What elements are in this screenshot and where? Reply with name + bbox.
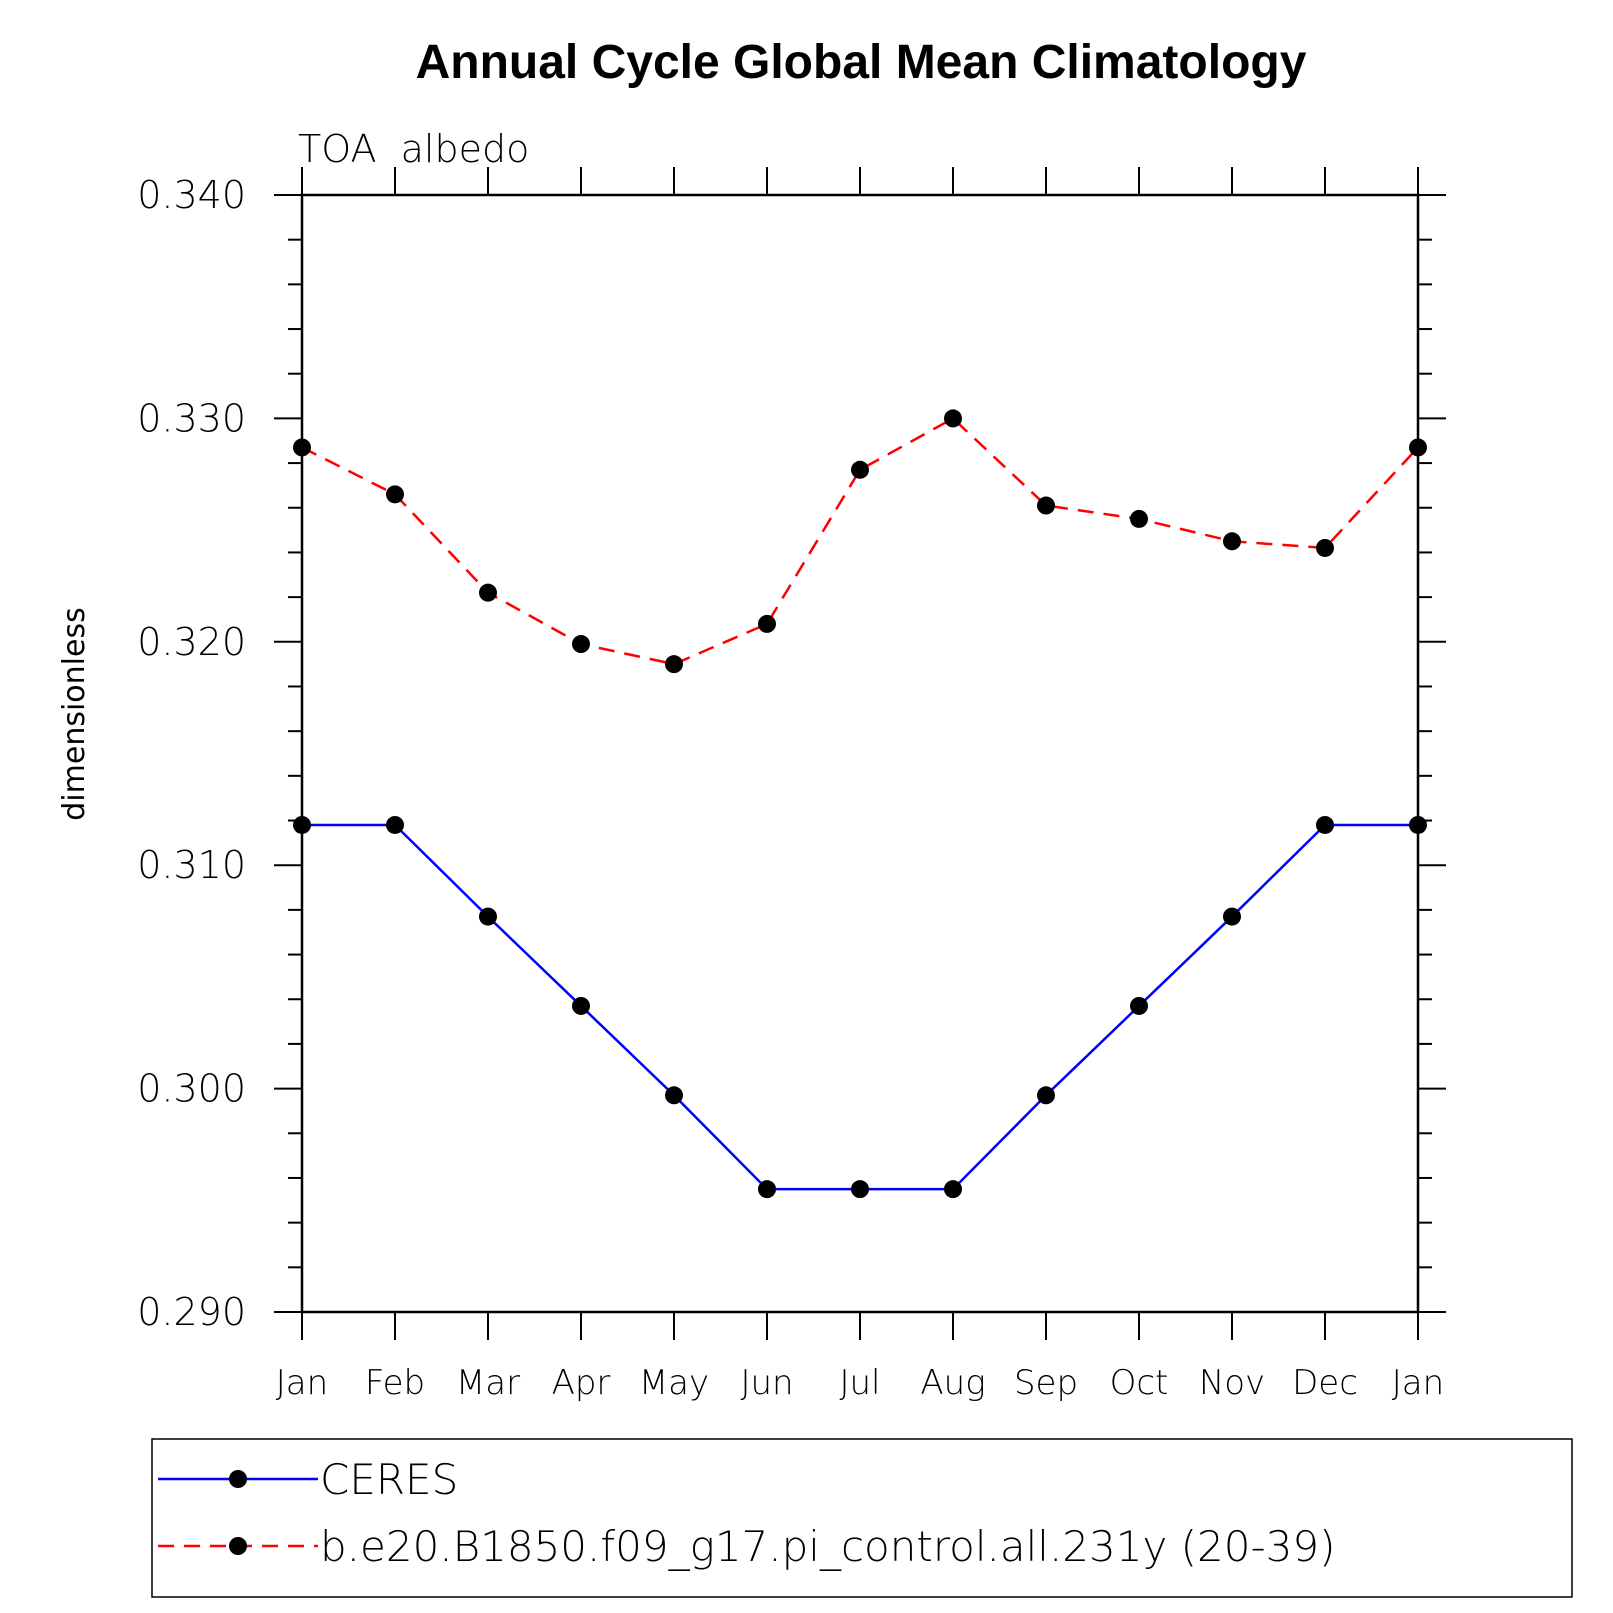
data-point bbox=[1316, 815, 1334, 834]
x-tick-label: Aug bbox=[920, 1363, 985, 1403]
x-tick-label: Dec bbox=[1292, 1363, 1358, 1403]
data-point bbox=[293, 438, 311, 457]
axis-ticks bbox=[274, 167, 1446, 1340]
data-point bbox=[944, 1180, 962, 1199]
legend-label: CERES bbox=[320, 1455, 458, 1504]
data-point bbox=[572, 635, 590, 654]
legend-box bbox=[151, 1438, 1573, 1598]
data-point bbox=[386, 815, 404, 834]
data-point bbox=[479, 907, 497, 926]
y-tick-label: 0.300 bbox=[137, 1067, 246, 1111]
y-tick-label: 0.320 bbox=[137, 620, 246, 664]
x-tick-label: Oct bbox=[1110, 1363, 1169, 1403]
legend-items: CERES b.e20.B1850.f09_g17.pi_control.all.… bbox=[158, 1455, 1336, 1571]
legend-marker bbox=[229, 1537, 247, 1555]
data-point bbox=[758, 1180, 776, 1199]
data-point bbox=[1409, 815, 1427, 834]
data-point bbox=[1316, 538, 1334, 557]
x-tick-label: Jan bbox=[276, 1363, 328, 1403]
series-layer bbox=[293, 409, 1427, 1199]
y-tick-labels: 0.290 0.300 0.310 0.320 0.330 0.340 bbox=[137, 173, 246, 1334]
x-tick-label: Sep bbox=[1014, 1363, 1078, 1403]
legend-marker bbox=[229, 1470, 247, 1488]
data-point bbox=[1409, 438, 1427, 457]
x-tick-label: Nov bbox=[1199, 1363, 1265, 1403]
data-point bbox=[851, 460, 869, 479]
chart-subtitle: TOA albedo bbox=[298, 127, 529, 171]
x-tick-label: Jul bbox=[839, 1363, 880, 1403]
y-tick-label: 0.290 bbox=[137, 1290, 246, 1334]
x-tick-label: Mar bbox=[456, 1363, 520, 1403]
y-tick-label: 0.310 bbox=[137, 843, 246, 887]
series-line-1 bbox=[302, 823, 1418, 1191]
y-tick-label: 0.330 bbox=[137, 396, 246, 440]
legend: CERES b.e20.B1850.f09_g17.pi_control.all.… bbox=[151, 1438, 1573, 1598]
data-point bbox=[665, 655, 683, 674]
x-tick-labels: Jan Feb Mar Apr May Jun Jul Aug Sep Oct Nov Dec Jan bbox=[276, 1363, 1444, 1403]
data-point bbox=[386, 485, 404, 504]
data-point bbox=[1037, 496, 1055, 515]
x-tick-label: Jan bbox=[1392, 1363, 1444, 1403]
chart-title: Annual Cycle Global Mean Climatology bbox=[416, 36, 1307, 89]
data-point bbox=[1130, 996, 1148, 1015]
data-point bbox=[572, 996, 590, 1015]
data-point bbox=[1130, 509, 1148, 528]
data-point bbox=[293, 815, 311, 834]
x-tick-label: Jun bbox=[740, 1363, 793, 1403]
x-tick-label: May bbox=[639, 1363, 709, 1403]
data-point bbox=[944, 409, 962, 428]
x-tick-label: Apr bbox=[552, 1363, 611, 1403]
data-point bbox=[479, 583, 497, 602]
plot-frame bbox=[300, 193, 1420, 1314]
x-tick-label: Feb bbox=[365, 1363, 425, 1403]
series-line-2 bbox=[301, 416, 1419, 666]
data-point bbox=[665, 1086, 683, 1105]
data-point bbox=[758, 614, 776, 633]
data-point bbox=[1223, 532, 1241, 551]
data-point bbox=[1037, 1086, 1055, 1105]
legend-label: b.e20.B1850.f09_g17.pi_control.all.231y … bbox=[320, 1522, 1336, 1571]
data-point bbox=[851, 1180, 869, 1199]
y-axis-label: dimensionless bbox=[57, 607, 92, 820]
y-tick-label: 0.340 bbox=[137, 173, 246, 217]
data-point bbox=[1223, 907, 1241, 926]
